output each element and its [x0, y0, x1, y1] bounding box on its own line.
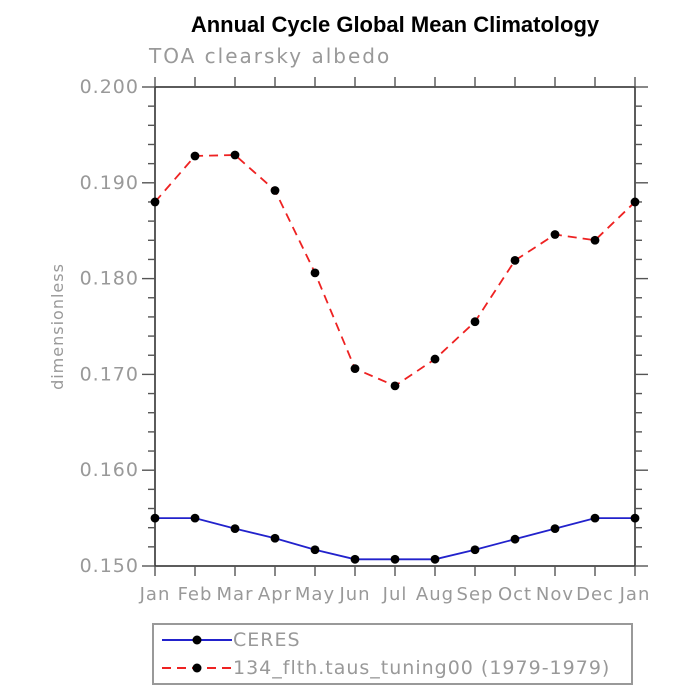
data-point-marker	[310, 545, 320, 555]
data-point-marker	[350, 554, 360, 564]
x-tick-label: May	[295, 584, 335, 605]
axis-frame	[154, 86, 636, 567]
data-point-marker	[390, 381, 400, 391]
series-line	[155, 517, 635, 561]
axis-ticks	[142, 77, 648, 576]
y-tick-label: 0.160	[80, 459, 139, 481]
data-point-marker	[310, 268, 320, 278]
data-point-marker	[390, 554, 400, 564]
series-model-run	[150, 150, 640, 391]
data-point-marker	[630, 197, 640, 207]
x-tick-label: Aug	[416, 584, 454, 605]
data-point-marker	[550, 230, 560, 239]
data-point-marker	[190, 151, 200, 161]
data-point-marker	[190, 513, 200, 523]
x-tick-label: Apr	[258, 584, 292, 605]
x-tick-label: Jan	[619, 584, 651, 605]
x-tick-label: Dec	[576, 584, 614, 605]
x-tick-label: Sep	[457, 584, 494, 605]
series-ceres	[150, 513, 640, 564]
data-point-marker	[510, 534, 520, 544]
legend-sample-dashed-line	[162, 663, 232, 673]
chart-title: Annual Cycle Global Mean Climatology	[190, 12, 600, 37]
x-tick-label: Feb	[178, 584, 213, 605]
x-tick-label: Mar	[217, 584, 254, 605]
x-tick-label: Jan	[139, 584, 171, 605]
data-point-marker	[270, 533, 280, 543]
data-point-marker	[470, 545, 480, 555]
data-point-marker	[430, 554, 440, 564]
legend-sample-solid-line	[162, 635, 232, 645]
data-point-marker	[590, 513, 600, 523]
series-line	[154, 154, 636, 387]
legend-label-ceres: CERES	[233, 628, 301, 651]
data-point-marker	[350, 364, 360, 374]
y-tick-label: 0.150	[80, 555, 139, 577]
data-point-marker	[150, 197, 160, 207]
x-tick-label: Oct	[498, 584, 532, 605]
data-point-marker	[550, 524, 560, 534]
x-tick-label: Nov	[536, 584, 574, 605]
x-tick-label: Jul	[382, 584, 408, 605]
data-point-marker	[430, 354, 440, 364]
data-point-marker	[270, 186, 280, 195]
y-tick-labels: 0.150 0.160 0.170 0.180 0.190 0.200	[80, 76, 139, 577]
data-point-marker	[150, 513, 160, 523]
x-tick-labels: Jan Feb Mar Apr May Jun Jul Aug Sep Oct Nov Dec Jan	[139, 584, 651, 605]
y-axis-title: dimensionless	[48, 263, 67, 390]
data-point-marker	[590, 235, 600, 245]
y-tick-label: 0.180	[80, 268, 139, 290]
y-axis-label: dimensionless	[48, 263, 67, 390]
data-point-marker	[630, 513, 640, 523]
x-tick-label: Jun	[338, 584, 370, 605]
chart-subtitle: TOA clearsky albedo	[149, 44, 392, 68]
legend-box: CERES 134_flth.taus_tuning00 (1979-1979)	[152, 623, 633, 685]
legend-item-model-run: 134_flth.taus_tuning00 (1979-1979)	[161, 655, 631, 681]
legend-item-ceres: CERES	[161, 627, 631, 653]
data-point-marker	[510, 255, 520, 265]
data-point-marker	[470, 317, 480, 327]
y-tick-label: 0.170	[80, 363, 139, 385]
y-tick-label: 0.190	[80, 172, 139, 194]
legend-label-model-run: 134_flth.taus_tuning00 (1979-1979)	[233, 656, 611, 679]
data-point-marker	[230, 524, 240, 534]
y-tick-label: 0.200	[80, 76, 139, 98]
data-point-marker	[230, 150, 240, 160]
